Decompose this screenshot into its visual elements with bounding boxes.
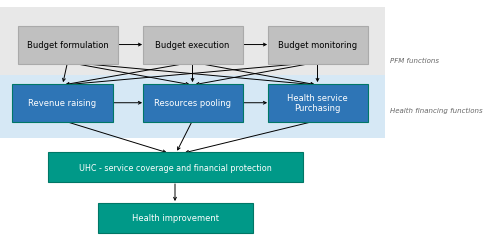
Text: UHC - service coverage and financial protection: UHC - service coverage and financial pro… bbox=[78, 163, 272, 172]
Text: Health financing functions: Health financing functions bbox=[390, 108, 482, 114]
FancyBboxPatch shape bbox=[142, 84, 242, 122]
FancyBboxPatch shape bbox=[48, 152, 302, 183]
Text: Budget formulation: Budget formulation bbox=[26, 41, 108, 50]
FancyBboxPatch shape bbox=[98, 203, 252, 233]
Bar bbox=[0, 8, 385, 83]
Text: Health service
Purchasing: Health service Purchasing bbox=[287, 94, 348, 113]
Text: Resources pooling: Resources pooling bbox=[154, 99, 231, 108]
FancyBboxPatch shape bbox=[268, 26, 368, 64]
Text: Health improvement: Health improvement bbox=[132, 213, 218, 223]
Text: Budget monitoring: Budget monitoring bbox=[278, 41, 357, 50]
FancyBboxPatch shape bbox=[268, 84, 368, 122]
FancyBboxPatch shape bbox=[18, 26, 117, 64]
Text: Revenue raising: Revenue raising bbox=[28, 99, 96, 108]
Text: Budget execution: Budget execution bbox=[156, 41, 230, 50]
Bar bbox=[0, 76, 385, 139]
FancyBboxPatch shape bbox=[142, 26, 242, 64]
FancyBboxPatch shape bbox=[12, 84, 112, 122]
Text: PFM functions: PFM functions bbox=[390, 57, 439, 64]
